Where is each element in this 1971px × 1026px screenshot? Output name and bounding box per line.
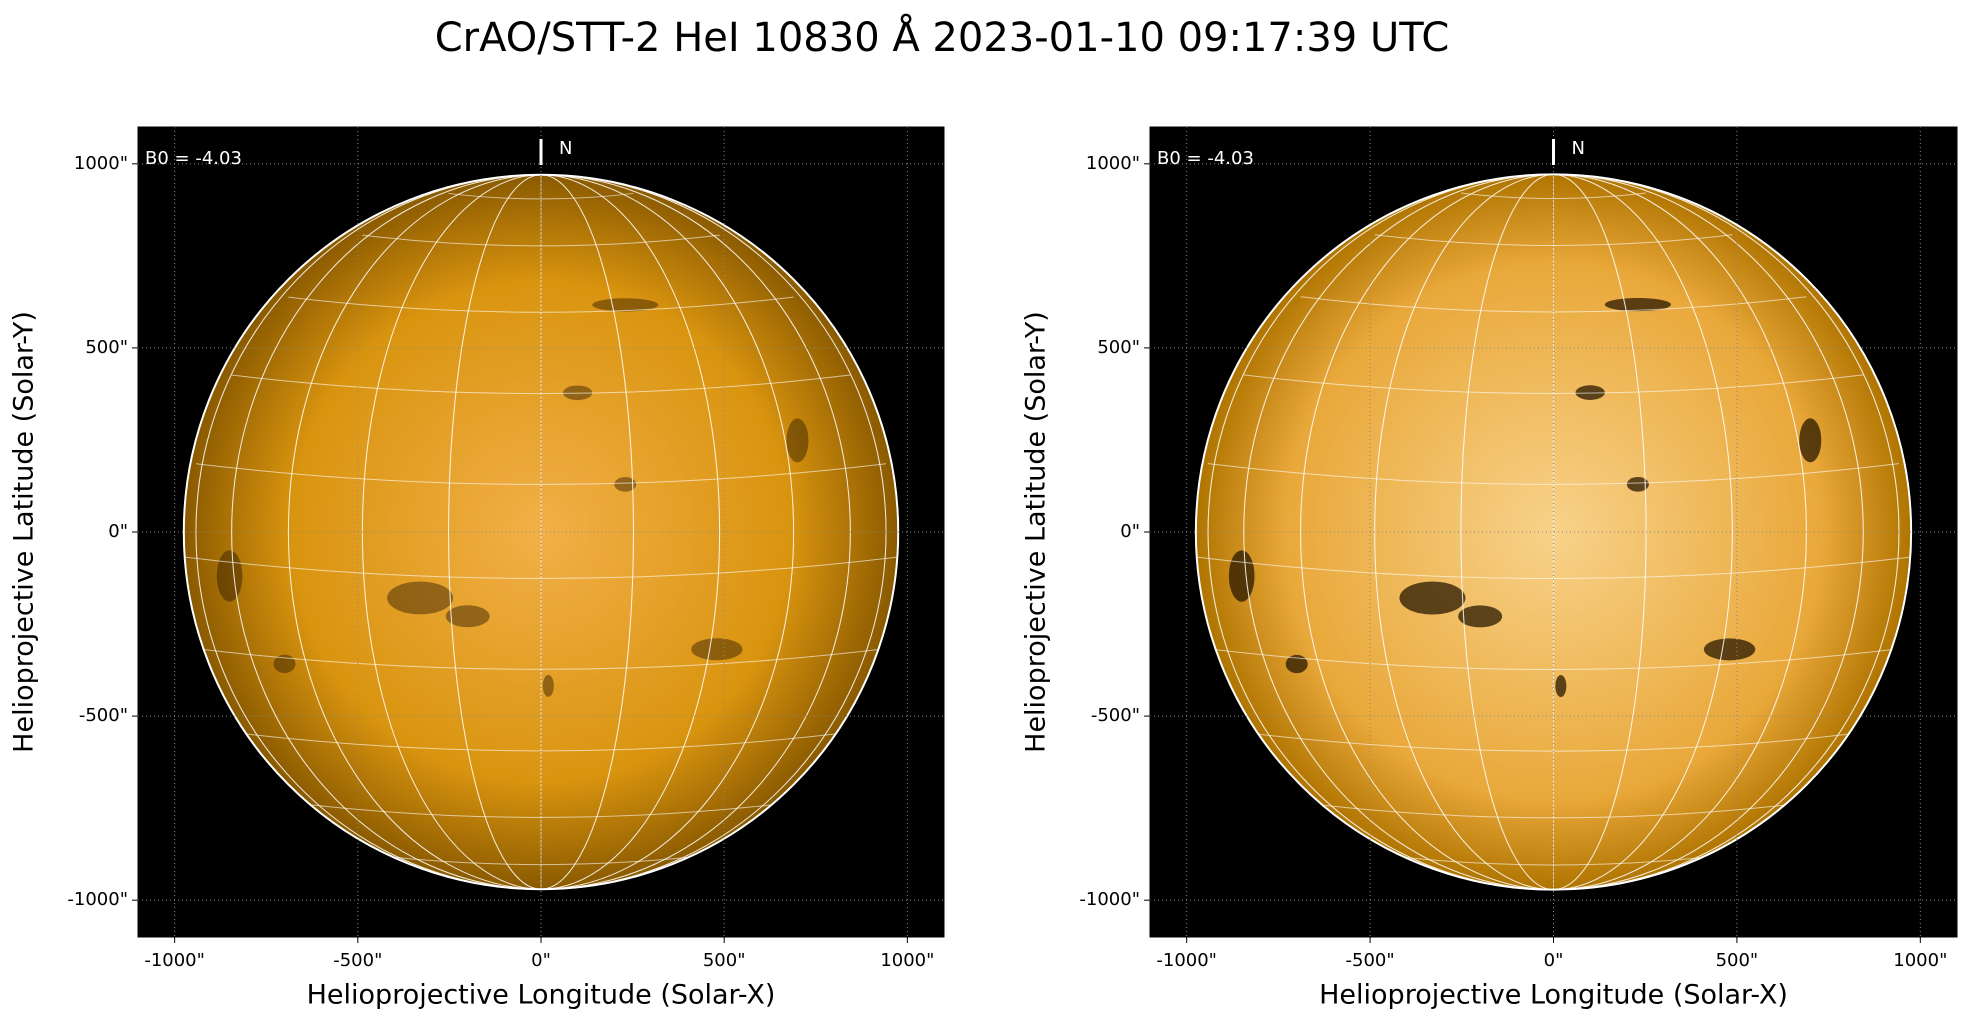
parallel (448, 192, 634, 200)
dark-feature (691, 638, 743, 661)
y-tick-label: 1000" (74, 153, 128, 174)
dark-feature (562, 385, 593, 401)
dark-feature (1285, 654, 1308, 674)
y-tick-label: 0" (108, 521, 128, 542)
parallel (195, 463, 887, 485)
x-axis-label: Helioprojective Longitude (Solar-X) (1319, 980, 1788, 1011)
dark-feature (1458, 605, 1503, 628)
dark-feature (1399, 581, 1466, 615)
b0-annotation: B0 = -4.03 (1157, 148, 1254, 169)
parallel (1374, 853, 1733, 866)
y-tick-label: 1000" (1086, 153, 1140, 174)
x-tick-label: 1000" (880, 950, 934, 971)
x-tick-label: 0" (531, 950, 551, 971)
dark-feature (273, 654, 296, 674)
y-tick-label: -500" (1091, 705, 1140, 726)
dark-feature (592, 298, 659, 312)
y-tick-label: 500" (85, 337, 128, 358)
y-axis-label: Helioprojective Latitude (Solar-Y) (1021, 311, 1052, 753)
dark-feature (1703, 638, 1756, 661)
x-tick-label: 1000" (1893, 950, 1947, 971)
dark-feature (542, 674, 554, 697)
meridian (1243, 174, 1864, 890)
b0-annotation: B0 = -4.03 (145, 148, 242, 169)
meridian (448, 174, 634, 890)
figure-title: CrAO/STT-2 HeI 10830 Å 2023-01-10 09:17:… (435, 13, 1450, 61)
dark-feature (786, 418, 809, 463)
x-tick-label: 500" (1716, 950, 1759, 971)
panel: -1000" -500" 0" 500" 1000" -1000" -500" 0" 500" 1… (9, 126, 945, 1011)
x-tick-label: 500" (703, 950, 746, 971)
x-tick-label: -500" (333, 950, 382, 971)
parallel (1207, 463, 1900, 485)
dark-feature (387, 581, 454, 615)
parallel (1300, 802, 1807, 819)
x-axis-label: Helioprojective Longitude (Solar-X) (307, 980, 776, 1011)
parallel (288, 801, 794, 818)
y-tick-label: -500" (79, 705, 128, 726)
dark-feature (1799, 418, 1822, 463)
dark-feature (1626, 476, 1649, 492)
x-tick-label: -1000" (144, 950, 205, 971)
parallel (183, 556, 899, 579)
dark-feature (1575, 385, 1605, 400)
parallel (231, 374, 851, 395)
y-tick-label: -1000" (1079, 889, 1140, 910)
parallel (231, 731, 851, 752)
parallel (1207, 648, 1900, 670)
dark-feature (445, 605, 490, 628)
y-tick-label: 500" (1097, 337, 1140, 358)
panel: -1000" -500" 0" 500" 1000" -1000" -500" 0" 500" 1… (1021, 126, 1958, 1011)
dark-feature (614, 477, 637, 492)
plot-frame (137, 126, 945, 938)
dark-feature (1604, 297, 1671, 312)
north-label: N (559, 138, 572, 159)
north-label: N (1572, 138, 1585, 159)
y-tick-label: -1000" (67, 889, 128, 910)
parallel (288, 296, 794, 313)
parallel (1374, 234, 1733, 246)
parallel (195, 648, 887, 670)
y-axis-label: Helioprojective Latitude (Solar-Y) (9, 311, 40, 753)
y-tick-label: 0" (1120, 521, 1140, 542)
x-tick-label: -1000" (1156, 950, 1217, 971)
parallel (362, 234, 720, 247)
parallel (1460, 192, 1647, 200)
x-tick-label: 0" (1544, 950, 1564, 971)
parallel (1195, 556, 1912, 579)
parallel (362, 853, 720, 866)
solar-limb (1194, 173, 1913, 891)
dark-feature (216, 550, 243, 602)
meridian (287, 174, 795, 890)
plot-frame (1149, 126, 1958, 938)
x-tick-label: -500" (1346, 950, 1395, 971)
parallel (1243, 374, 1864, 394)
dark-feature (1228, 550, 1255, 602)
dark-feature (1555, 675, 1567, 698)
